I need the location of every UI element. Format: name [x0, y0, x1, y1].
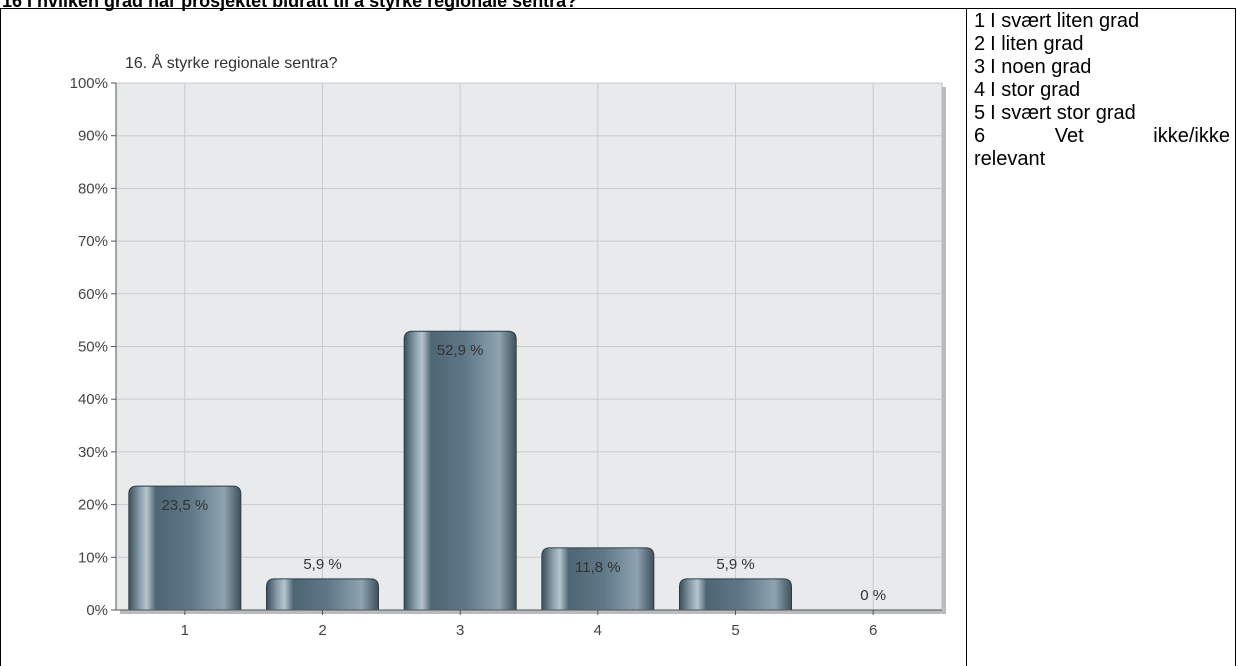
data-label: 52,9 %: [437, 342, 484, 359]
x-tick-label: 5: [731, 622, 739, 639]
legend-item-continued: relevant: [974, 148, 1230, 171]
legend-num: 6: [974, 125, 986, 147]
table-frame: [0, 8, 1236, 666]
legend-num: 5: [974, 102, 986, 124]
y-tick-label: 70%: [78, 233, 108, 250]
y-tick-label: 60%: [78, 286, 108, 303]
legend-item: 5 I svært stor grad: [974, 102, 1230, 125]
legend: 1 I svært liten grad 2 I liten grad 3 I …: [974, 10, 1230, 171]
legend-text-part: Vet: [1054, 125, 1084, 147]
y-tick-label: 100%: [70, 75, 108, 92]
legend-item: 1 I svært liten grad: [974, 10, 1230, 33]
data-label: 11,8 %: [575, 559, 621, 576]
legend-text-part: ikke/ikke: [1153, 125, 1230, 147]
legend-text: I svært stor grad: [990, 102, 1136, 124]
legend-text: I noen grad: [990, 56, 1092, 78]
legend-num: 4: [974, 79, 986, 101]
data-label: 0 %: [860, 587, 886, 604]
data-label: 23,5 %: [161, 497, 208, 514]
y-tick-label: 80%: [78, 180, 108, 197]
bar-chart: 16. Å styrke regionale sentra? 0% 10% 20% 3…: [70, 53, 946, 639]
legend-item: 2 I liten grad: [974, 33, 1230, 56]
bar: [266, 578, 379, 611]
data-label: 5,9 %: [303, 556, 341, 573]
y-tick-label: 20%: [78, 497, 108, 514]
legend-item: 3 I noen grad: [974, 56, 1230, 79]
chart-title: 16. Å styrke regionale sentra?: [125, 53, 338, 72]
x-tick-label: 2: [318, 622, 326, 639]
x-tick-label: 1: [181, 622, 189, 639]
legend-num: 3: [974, 56, 986, 78]
x-tick-label: 6: [869, 622, 877, 639]
legend-text-part: relevant: [974, 148, 1046, 170]
x-tick-label: 4: [594, 622, 602, 639]
legend-text: I stor grad: [990, 79, 1081, 101]
legend-text: I liten grad: [990, 33, 1084, 55]
y-tick-label: 90%: [78, 128, 108, 145]
y-tick-label: 10%: [78, 549, 108, 566]
bar: [128, 485, 242, 611]
legend-num: 2: [974, 33, 986, 55]
question-heading: 16 I hvilken grad har prosjektet bidratt…: [2, 0, 578, 11]
legend-num: 1: [974, 10, 986, 32]
y-tick-label: 40%: [78, 391, 108, 408]
legend-item: 6 Vet ikke/ikke: [974, 125, 1230, 148]
x-tick-label: 3: [456, 622, 464, 639]
bar: [403, 330, 517, 611]
y-tick-label: 0%: [86, 602, 108, 619]
bar: [679, 578, 792, 611]
data-label: 5,9 %: [716, 556, 754, 573]
y-tick-label: 30%: [78, 444, 108, 461]
column-divider: [966, 8, 967, 666]
bar: [541, 547, 655, 611]
legend-item: 4 I stor grad: [974, 79, 1230, 102]
legend-text: I svært liten grad: [990, 10, 1140, 32]
y-tick-label: 50%: [78, 339, 108, 356]
